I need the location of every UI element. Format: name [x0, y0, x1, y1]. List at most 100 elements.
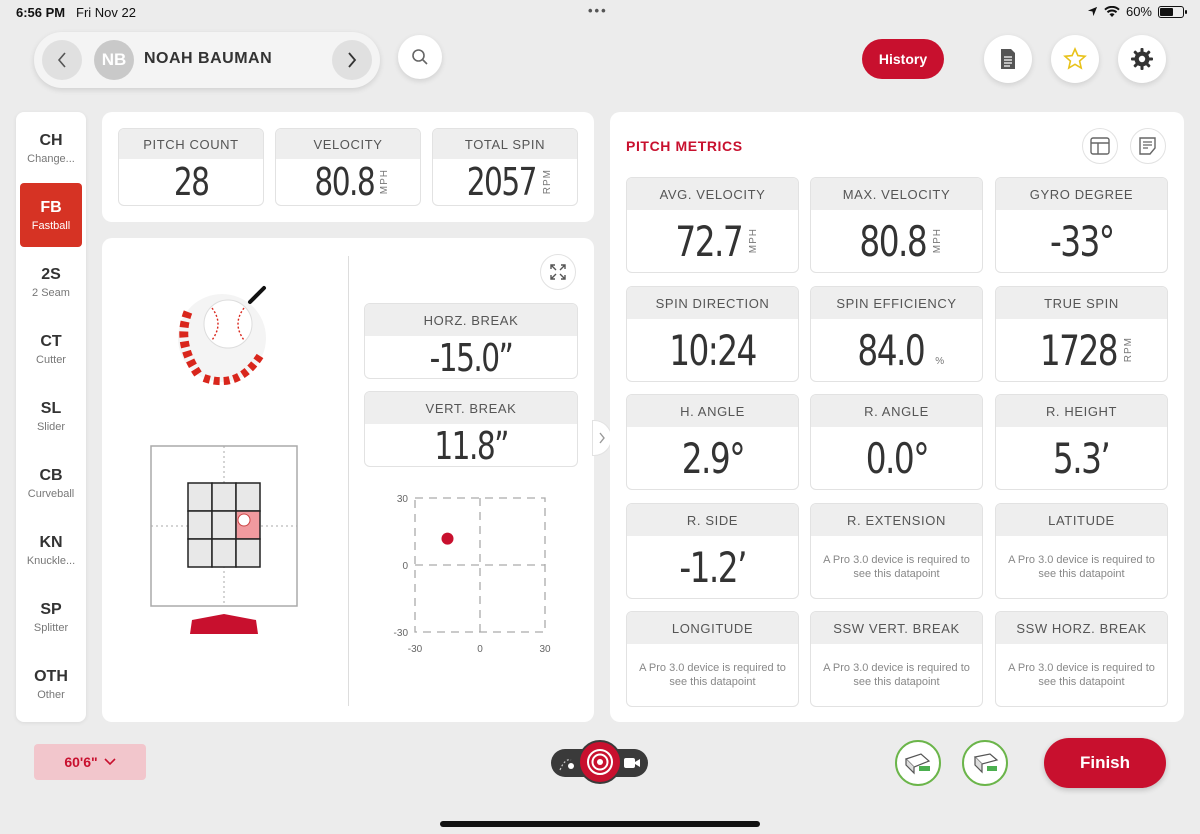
finish-button[interactable]: Finish: [1044, 738, 1166, 788]
card-label: VELOCITY: [276, 129, 420, 159]
home-indicator: [440, 821, 760, 827]
player-selector: NB NOAH BAUMAN: [34, 32, 380, 88]
status-time: 6:56 PM: [16, 5, 66, 20]
pitch-type-ch[interactable]: CH Change...: [20, 116, 82, 180]
metrics-title: PITCH METRICS: [626, 138, 743, 154]
device-two-button[interactable]: [962, 740, 1008, 786]
total-spin-value: 2057: [466, 160, 538, 204]
total-spin-card: TOTAL SPIN 2057 RPM: [432, 128, 578, 206]
pitch-type-name: Other: [37, 688, 65, 701]
pitch-type-code: FB: [40, 198, 62, 216]
pitch-type-name: Knuckle...: [26, 554, 76, 567]
layout-icon: [1090, 137, 1110, 155]
prev-player-button[interactable]: [42, 40, 82, 80]
favorite-button[interactable]: [1051, 35, 1099, 83]
metric-value: 72.7: [675, 216, 744, 266]
metric-label: GYRO DEGREE: [996, 178, 1167, 210]
metric-card-ssw-vert-break: SSW VERT. BREAK A Pro 3.0 device is requi…: [810, 611, 983, 707]
device-required-note: A Pro 3.0 device is required to see this…: [1008, 554, 1155, 580]
report-button[interactable]: [984, 35, 1032, 83]
pitch-type-cb[interactable]: CB Curveball: [20, 451, 82, 515]
metric-card-ssw-horz-break: SSW HORZ. BREAK A Pro 3.0 device is requi…: [995, 611, 1168, 707]
pitch-summary-panel: PITCH COUNT 28 VELOCITY 80.8 MPH TOTAL SP…: [102, 112, 594, 222]
card-label: PITCH COUNT: [119, 129, 263, 159]
target-mode-button[interactable]: [578, 740, 622, 784]
pitch-type-kn[interactable]: KN Knuckle...: [20, 518, 82, 582]
notes-icon: [1139, 137, 1156, 155]
velocity-unit: MPH: [378, 169, 390, 195]
status-date: Fri Nov 22: [76, 5, 136, 20]
settings-button[interactable]: [1118, 35, 1166, 83]
search-button[interactable]: [398, 35, 442, 79]
collapse-panel-button[interactable]: [592, 420, 612, 456]
total-spin-unit: RPM: [541, 169, 553, 195]
pitch-type-2s[interactable]: 2S 2 Seam: [20, 250, 82, 314]
expand-button[interactable]: [540, 254, 576, 290]
video-camera-icon[interactable]: [623, 756, 641, 770]
metric-label: SPIN EFFICIENCY: [811, 287, 982, 319]
pitch-type-code: SP: [40, 600, 62, 618]
chevron-down-icon: [104, 758, 116, 766]
metric-value: 1728: [1039, 325, 1118, 375]
pitch-type-name: Fastball: [31, 219, 71, 232]
pitch-type-sp[interactable]: SP Splitter: [20, 585, 82, 649]
card-label: TOTAL SPIN: [433, 129, 577, 159]
break-plot: 30 0 -30 -30 0 30: [394, 494, 551, 655]
metric-label: H. ANGLE: [627, 395, 798, 427]
device-one-button[interactable]: [895, 740, 941, 786]
metric-unit: %: [935, 356, 946, 367]
metric-unit: MPH: [931, 228, 943, 254]
player-name: NOAH BAUMAN: [144, 50, 273, 67]
strike-zone-grid: [150, 445, 298, 634]
pitch-type-oth[interactable]: OTH Other: [20, 652, 82, 716]
pitch-type-sl[interactable]: SL Slider: [20, 384, 82, 448]
metric-unit: MPH: [747, 228, 759, 254]
location-arrow-icon: [1087, 6, 1098, 17]
device-required-note: A Pro 3.0 device is required to see this…: [823, 662, 970, 688]
pitch-count-card: PITCH COUNT 28: [118, 128, 264, 206]
pitch-type-fb[interactable]: FB Fastball: [20, 183, 82, 247]
pitch-count-value: 28: [173, 160, 210, 204]
wifi-icon: [1104, 5, 1120, 17]
next-player-button[interactable]: [332, 40, 372, 80]
metric-card-spin-direction: SPIN DIRECTION 10:24: [626, 286, 799, 382]
metric-value: 10:24: [669, 325, 757, 375]
pitch-device-icon: [973, 753, 999, 774]
document-icon: [1001, 49, 1015, 69]
pitch-type-code: CT: [40, 332, 62, 350]
metric-value: 80.8: [859, 216, 928, 266]
vert-break-card: VERT. BREAK 11.8”: [364, 391, 578, 467]
pitch-type-code: OTH: [34, 667, 68, 685]
pitch-type-name: Cutter: [36, 353, 66, 366]
metric-label: R. EXTENSION: [811, 504, 982, 536]
metric-card-longitude: LONGITUDE A Pro 3.0 device is required to…: [626, 611, 799, 707]
x-tick-label: -30: [408, 644, 423, 655]
pitch-type-code: CH: [39, 131, 63, 149]
metric-value: 84.0: [857, 325, 925, 375]
pitch-type-sidebar: CH Change... FB Fastball 2S 2 Seam CT Cutter…: [16, 112, 86, 722]
battery-percent: 60%: [1125, 4, 1152, 19]
metric-card-latitude: LATITUDE A Pro 3.0 device is required to …: [995, 503, 1168, 599]
status-bar: 6:56 PM Fri Nov 22 ••• 60%: [0, 0, 1200, 24]
pitch-type-ct[interactable]: CT Cutter: [20, 317, 82, 381]
search-icon: [412, 49, 428, 65]
metric-card-gyro-degree: GYRO DEGREE -33°: [995, 177, 1168, 273]
ball-trail-icon[interactable]: [557, 754, 577, 772]
spin-ball-icon: [178, 286, 266, 386]
multitask-dots-icon[interactable]: •••: [588, 3, 608, 18]
battery-icon: [1158, 5, 1187, 18]
device-required-note: A Pro 3.0 device is required to see this…: [1008, 662, 1155, 688]
card-label: HORZ. BREAK: [365, 304, 577, 336]
notes-button[interactable]: [1130, 128, 1166, 164]
history-button[interactable]: History: [862, 39, 944, 79]
x-tick-label: 0: [477, 644, 483, 655]
avatar: NB: [94, 40, 134, 80]
layout-toggle-button[interactable]: [1082, 128, 1118, 164]
horz-break-card: HORZ. BREAK -15.0”: [364, 303, 578, 379]
metric-card-true-spin: TRUE SPIN 1728 RPM: [995, 286, 1168, 382]
device-required-note: A Pro 3.0 device is required to see this…: [639, 662, 786, 688]
metric-card-r-angle: R. ANGLE 0.0°: [810, 394, 983, 490]
break-plot-point: [441, 532, 454, 545]
distance-dropdown[interactable]: 60'6": [34, 744, 146, 780]
metric-value: 2.9°: [681, 433, 745, 483]
